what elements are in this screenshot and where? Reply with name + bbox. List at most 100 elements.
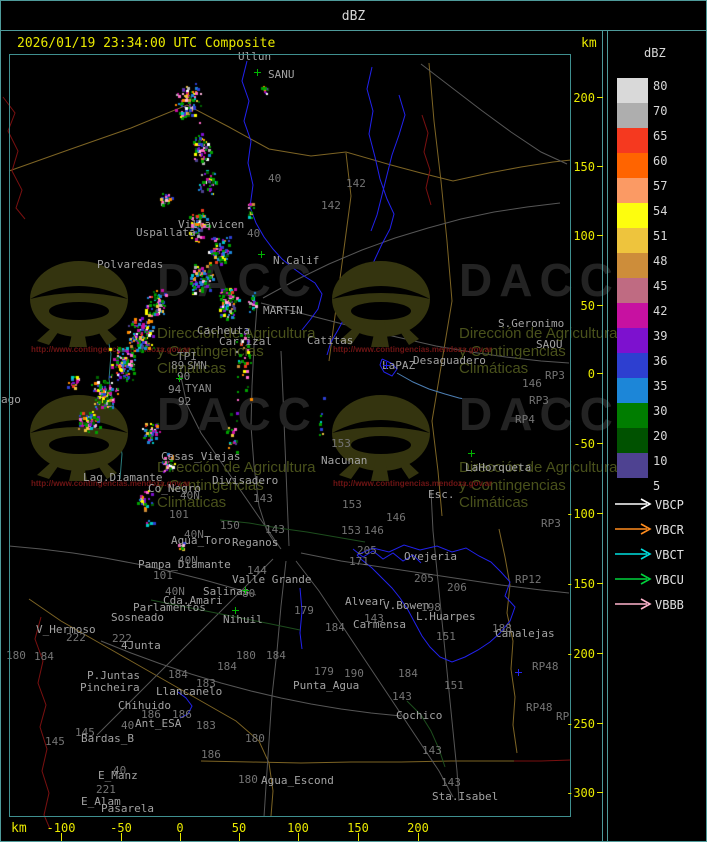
map-label: TYAN [185, 382, 212, 395]
map-label: 101 [169, 508, 189, 521]
map-label: Alvear [345, 595, 385, 608]
x-axis-unit-label: km [11, 821, 27, 836]
map-label: SANU [268, 68, 295, 81]
y-axis-tick-label: -200 [566, 647, 595, 661]
y-axis-tick-label: 100 [573, 229, 595, 243]
x-axis-tick-label: 50 [231, 821, 247, 835]
map-label: 171 [349, 555, 369, 568]
colorbar-label: 45 [653, 279, 668, 293]
map-label: 150 [220, 519, 240, 532]
title-bar: dBZ [1, 1, 706, 31]
map-label: 183 [196, 677, 216, 690]
y-axis-tick-label: -100 [566, 507, 595, 521]
map-label: 143 [253, 492, 273, 505]
vector-arrow-icon [614, 523, 652, 535]
y-axis-tick-label: 0 [587, 367, 595, 381]
map-label: Divisadero [212, 474, 279, 487]
map-label: Sta.Isabel [432, 790, 499, 803]
colorbar-label: 70 [653, 104, 668, 118]
colorbar-block [617, 103, 648, 128]
map-label: 180 [236, 649, 256, 662]
colorbar-label: 60 [653, 154, 668, 168]
colorbar-label: 80 [653, 79, 668, 93]
map-label: RP48 [532, 660, 559, 673]
x-axis-tick [418, 833, 419, 841]
colorbar-block [617, 328, 648, 353]
map-label: 221 [96, 783, 116, 796]
map-label: 146 [364, 524, 384, 537]
map-label: Agua_Escond [261, 774, 334, 787]
map-label: 186 [141, 708, 161, 721]
map-label: E_Alam [81, 795, 121, 808]
colorbar-label: 30 [653, 404, 668, 418]
colorbar-label: 42 [653, 304, 668, 318]
vector-arrow-icon [614, 548, 652, 560]
map-label: 145 [75, 726, 95, 739]
panel-divider [602, 31, 603, 841]
colorbar-block [617, 403, 648, 428]
map-label: 198 [421, 601, 441, 614]
colorbar-label: 39 [653, 329, 668, 343]
map-label: 101 [153, 569, 173, 582]
map-label: 143 [364, 612, 384, 625]
map-label: 143 [441, 776, 461, 789]
map-label: Desaguadero [413, 354, 486, 367]
vector-label: VBCR [655, 523, 684, 537]
station-marker-icon [254, 69, 261, 76]
vector-label: VBCU [655, 573, 684, 587]
map-label: Pampa_Diamante [138, 558, 231, 571]
map-label: 190 [344, 667, 364, 680]
map-label: 92 [178, 395, 192, 408]
map-label: Salinas [203, 585, 250, 598]
map-label: 40N [178, 554, 198, 567]
map-label: 40 [268, 172, 282, 185]
map-label: 179 [294, 604, 314, 617]
station-marker-icon [468, 450, 475, 457]
map-label: ago [1, 393, 21, 406]
map-label: 183 [196, 719, 216, 732]
vector-arrow-icon [614, 498, 652, 510]
map-label: 186 [201, 748, 221, 761]
map-label: 184 [34, 650, 54, 663]
x-axis-tick-label: 150 [347, 821, 369, 835]
vector-label: VBBB [655, 598, 684, 612]
map-label: Carmensa [353, 618, 406, 631]
map-label: Ullun [238, 50, 272, 63]
y-axis-tick [597, 513, 603, 514]
map-label: LaPAZ [382, 359, 416, 372]
map-label: E_Manz [98, 769, 138, 782]
y-axis-tick-label: 200 [573, 91, 595, 105]
map-label: Nihuil [223, 613, 263, 626]
timestamp: 2026/01/19 23:34:00 UTC Composite [17, 36, 276, 51]
map-label: Cacheuta [197, 324, 250, 337]
map-label: 222 [66, 631, 86, 644]
map-label: 89 [171, 359, 185, 372]
map-label: RP3 [529, 394, 549, 407]
map-label: 4Junta [121, 639, 161, 652]
colorbar-label: 10 [653, 454, 668, 468]
map-label: Reganos [232, 536, 279, 549]
y-axis-unit-label: km [581, 36, 597, 51]
x-axis-tick [121, 833, 122, 841]
map-label: 205 [357, 544, 377, 557]
map-label: Uspallata [136, 226, 196, 239]
station-marker-icon [383, 362, 390, 369]
map-label: 206 [447, 581, 467, 594]
map-label: 184 [217, 660, 237, 673]
map-label: 40 [113, 764, 127, 777]
map-label: Casas_Viejas [161, 450, 241, 463]
map-label: RP4 [515, 413, 535, 426]
map-label: SMN [187, 359, 207, 372]
map-label: 40N [184, 528, 204, 541]
vector-arrow-icon [614, 573, 652, 585]
map-label: 145 [45, 735, 65, 748]
colorbar-block [617, 428, 648, 453]
map-frame [9, 54, 571, 817]
map-label: V.Bowen [383, 599, 430, 612]
map-label: 143 [392, 690, 412, 703]
map-label: Agua_Toro [171, 534, 231, 547]
echo-canvas [9, 54, 571, 817]
map-label: Lag.Diamante [83, 471, 163, 484]
map-label: Parlamentos [133, 601, 206, 614]
colorbar-label: 51 [653, 229, 668, 243]
